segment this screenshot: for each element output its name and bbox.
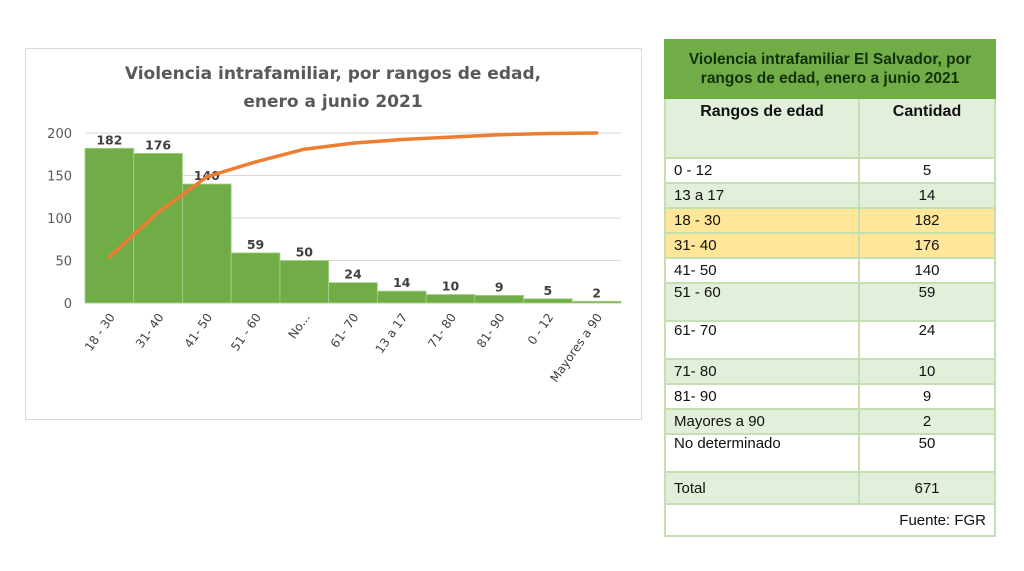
table-header-row: Rangos de edad Cantidad (664, 97, 996, 159)
data-label: 50 (296, 245, 314, 260)
table-title-line-1: Violencia intrafamiliar El Salvador, por (688, 51, 972, 68)
count-cell: 10 (858, 358, 996, 385)
x-tick-label: 31- 40 (133, 311, 167, 351)
chart-title-line-1: Violencia intrafamiliar, por rangos de e… (125, 64, 541, 84)
bar (230, 252, 281, 304)
table-row: 81- 90 9 (664, 383, 996, 410)
x-tick-label: No... (285, 311, 312, 342)
y-tick-label: 100 (47, 212, 72, 227)
x-axis-labels: 18 - 30 31- 40 41- 50 51 - 60 No... 61- 70 13 … (82, 311, 605, 385)
range-cell: 13 a 17 (664, 182, 860, 209)
data-label: 182 (96, 132, 122, 147)
chart-panel: Violencia intrafamiliar, por rangos de e… (25, 48, 642, 420)
range-cell: 0 - 12 (664, 157, 860, 184)
table-row: Mayores a 90 2 (664, 408, 996, 435)
table-row: 71- 80 10 (664, 358, 996, 385)
table-row: 13 a 17 14 (664, 182, 996, 209)
range-cell: 71- 80 (664, 358, 860, 385)
range-cell: 18 - 30 (664, 207, 860, 234)
data-label: 24 (344, 267, 362, 282)
y-tick-label: 0 (64, 297, 72, 312)
y-tick-label: 200 (47, 127, 72, 142)
count-cell: 50 (858, 433, 996, 473)
bar (376, 290, 427, 304)
total-label: Total (664, 471, 860, 505)
data-label: 14 (393, 275, 411, 290)
chart-title-line-2: enero a junio 2021 (243, 92, 422, 112)
table-row: 18 - 30 182 (664, 207, 996, 234)
column-header-count: Cantidad (858, 97, 996, 159)
count-cell: 59 (858, 282, 996, 322)
count-cell: 176 (858, 232, 996, 259)
column-header-range: Rangos de edad (664, 97, 860, 159)
count-cell: 140 (858, 257, 996, 284)
range-cell: 31- 40 (664, 232, 860, 259)
bar (279, 260, 330, 304)
count-cell: 24 (858, 320, 996, 360)
x-tick-label: 81- 90 (474, 311, 508, 351)
table-row: 51 - 60 59 (664, 282, 996, 322)
x-tick-label: 51 - 60 (228, 311, 264, 354)
table-title-line-2: rangos de edad, enero a junio 2021 (700, 70, 960, 87)
cumulative-line-group (107, 131, 599, 259)
x-tick-label: 18 - 30 (82, 311, 118, 354)
data-label: 10 (442, 279, 460, 294)
y-tick-label: 50 (55, 255, 72, 270)
bar (328, 282, 378, 304)
y-axis-ticks: 0 50 100 150 200 (47, 127, 72, 312)
age-range-table: Violencia intrafamiliar El Salvador, por… (664, 39, 996, 537)
total-value: 671 (858, 471, 996, 505)
x-tick-label: 41- 50 (182, 311, 216, 351)
bar (523, 298, 573, 304)
data-label: 2 (592, 285, 601, 300)
table-row: No determinado 50 (664, 433, 996, 473)
range-cell: 51 - 60 (664, 282, 860, 322)
source-note: Fuente: FGR (664, 503, 996, 537)
table-title: Violencia intrafamiliar El Salvador, por… (664, 39, 996, 99)
x-tick-label: 13 a 17 (373, 311, 411, 356)
table-title-row: Violencia intrafamiliar El Salvador, por… (664, 39, 996, 99)
x-tick-label: 0 - 12 (525, 311, 556, 348)
range-cell: 81- 90 (664, 383, 860, 410)
x-tick-label: Mayores a 90 (547, 311, 605, 385)
bar (182, 183, 232, 304)
source-row: Fuente: FGR (664, 503, 996, 537)
bar (425, 294, 476, 304)
bar (571, 300, 622, 304)
data-label: 59 (247, 237, 264, 252)
bar (84, 147, 135, 304)
data-table-panel: Violencia intrafamiliar El Salvador, por… (664, 39, 996, 537)
table-row: 31- 40 176 (664, 232, 996, 259)
table-row: 61- 70 24 (664, 320, 996, 360)
count-cell: 9 (858, 383, 996, 410)
data-label: 9 (495, 279, 504, 294)
x-tick-label: 61- 70 (328, 311, 362, 351)
y-tick-label: 150 (47, 170, 72, 185)
count-cell: 2 (858, 408, 996, 435)
total-row: Total 671 (664, 471, 996, 505)
range-cell: 61- 70 (664, 320, 860, 360)
count-cell: 5 (858, 157, 996, 184)
pareto-chart: Violencia intrafamiliar, por rangos de e… (47, 64, 622, 385)
bar (474, 294, 524, 304)
count-cell: 14 (858, 182, 996, 209)
count-cell: 182 (858, 207, 996, 234)
range-cell: 41- 50 (664, 257, 860, 284)
data-label: 176 (145, 137, 171, 152)
table-row: 0 - 12 5 (664, 157, 996, 184)
data-label: 5 (544, 283, 553, 298)
range-cell: No determinado (664, 433, 860, 473)
table-row: 41- 50 140 (664, 257, 996, 284)
x-tick-label: 71- 80 (425, 311, 459, 351)
bars (84, 147, 622, 304)
range-cell: Mayores a 90 (664, 408, 860, 435)
